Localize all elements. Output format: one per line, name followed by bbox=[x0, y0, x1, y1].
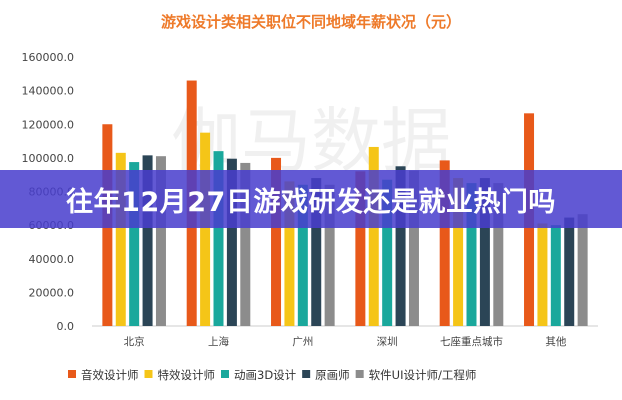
bar-1-3 bbox=[226, 158, 237, 326]
x-tick-label: 七座重点城市 bbox=[440, 335, 503, 348]
title-banner: 往年12月27日游戏研发还是就业热门吗 bbox=[0, 170, 622, 228]
legend-swatch bbox=[68, 370, 76, 378]
bar-0-3 bbox=[142, 155, 153, 326]
bar-4-1 bbox=[453, 178, 464, 326]
y-tick-label: 20000.0 bbox=[29, 286, 75, 299]
legend-swatch bbox=[221, 370, 229, 378]
y-tick-label: 160000.0 bbox=[22, 51, 75, 64]
chart-title: 游戏设计类相关职位不同地域年薪状况（元） bbox=[161, 13, 461, 31]
bar-2-4 bbox=[324, 184, 335, 326]
bar-2-3 bbox=[311, 178, 322, 326]
legend-label: 软件UI设计师/工程师 bbox=[369, 368, 477, 382]
x-tick-label: 其他 bbox=[545, 335, 566, 348]
y-tick-label: 120000.0 bbox=[22, 118, 75, 131]
bar-0-4 bbox=[155, 156, 166, 326]
bar-5-3 bbox=[564, 217, 575, 326]
bar-5-4 bbox=[577, 214, 588, 326]
bar-4-3 bbox=[479, 178, 490, 326]
x-tick-label: 北京 bbox=[124, 335, 145, 348]
bar-3-3 bbox=[395, 166, 406, 326]
bar-2-0 bbox=[271, 157, 282, 326]
legend-swatch bbox=[355, 370, 364, 378]
bar-5-2 bbox=[550, 225, 561, 326]
legend-label: 特效设计师 bbox=[158, 368, 216, 382]
legend-label: 动画3D设计 bbox=[234, 368, 297, 382]
bar-4-4 bbox=[493, 183, 504, 326]
y-tick-label: 0.0 bbox=[57, 320, 75, 333]
bar-0-1 bbox=[115, 152, 126, 326]
bar-3-4 bbox=[408, 170, 419, 326]
bar-4-2 bbox=[466, 183, 477, 326]
banner-title: 往年12月27日游戏研发还是就业热门吗 bbox=[66, 186, 556, 218]
bar-3-0 bbox=[355, 171, 366, 326]
bar-1-4 bbox=[240, 162, 251, 326]
bar-3-1 bbox=[368, 146, 379, 326]
bar-4-0 bbox=[439, 160, 450, 326]
y-tick-label: 100000.0 bbox=[22, 152, 75, 165]
y-tick-label: 140000.0 bbox=[22, 85, 75, 98]
bar-5-1 bbox=[537, 223, 548, 326]
y-tick-label: 40000.0 bbox=[29, 253, 75, 266]
bar-1-2 bbox=[213, 151, 224, 326]
bar-2-1 bbox=[284, 181, 295, 326]
bar-0-2 bbox=[129, 162, 140, 326]
bar-3-2 bbox=[382, 179, 393, 326]
bar-2-2 bbox=[297, 184, 308, 326]
legend-swatch bbox=[144, 370, 153, 378]
legend-label: 音效设计师 bbox=[81, 368, 139, 382]
x-tick-label: 上海 bbox=[208, 335, 229, 348]
x-tick-label: 广州 bbox=[292, 336, 313, 348]
x-tick-label: 深圳 bbox=[377, 336, 398, 348]
legend-swatch bbox=[302, 370, 311, 378]
legend-label: 原画师 bbox=[315, 368, 350, 382]
bar-1-1 bbox=[200, 132, 211, 326]
